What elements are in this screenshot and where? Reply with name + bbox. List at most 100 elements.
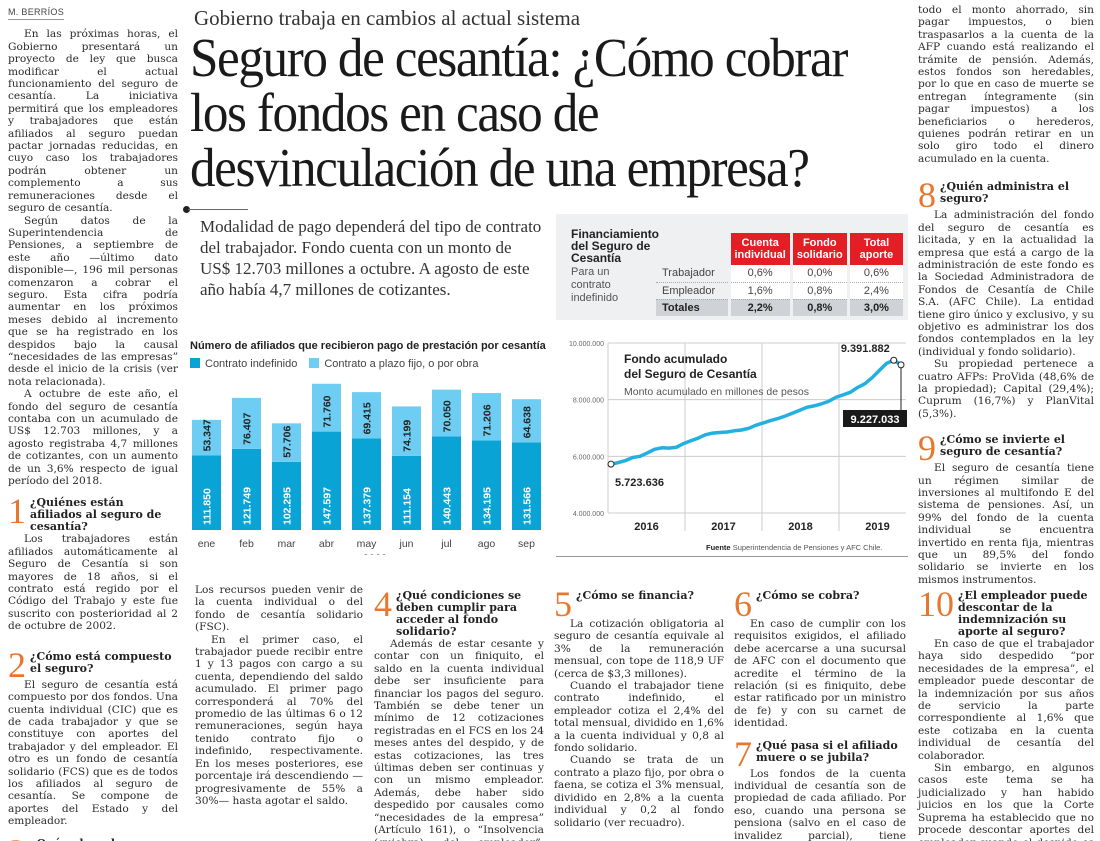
intro-paragraph: En las próximas horas, el Gobierno prese…: [8, 28, 178, 215]
x-tick-label: 2018: [788, 521, 812, 533]
legend-label: Contrato indefinido: [205, 358, 298, 370]
x-tick-label: 2016: [634, 521, 658, 533]
question-title: ¿Cómo se financia?: [576, 589, 694, 602]
bar-segment-indefinido: [472, 440, 501, 530]
question-1: 1 ¿Quiénes están afiliados al seguro de c…: [8, 491, 178, 633]
data-point: [607, 460, 615, 468]
bar-segment-indefinido: [192, 455, 221, 530]
headline: Seguro de cesantía: ¿Cómo cobrar los fon…: [190, 27, 848, 198]
data-label: 70.050: [442, 400, 454, 432]
column-header: Cuenta individual: [727, 233, 792, 265]
data-label: 71.206: [482, 404, 494, 436]
question-title: ¿Quién administra el seguro?: [940, 180, 1070, 206]
question-number: 6: [734, 584, 752, 624]
line-chart-title-line1: Fondo acumulado: [624, 352, 727, 366]
column-2: Los recursos pueden venir de la cuenta i…: [195, 584, 363, 807]
question-7: 7 ¿Qué pasa si el afiliado muere o se jub…: [734, 733, 906, 841]
data-label: 76.407: [242, 413, 254, 445]
answer-paragraph: En caso de que el trabajador haya sido d…: [918, 638, 1094, 762]
question-number: 9: [918, 428, 936, 469]
answer-paragraph: El seguro de cesantía está compuesto por…: [8, 678, 178, 828]
legend-swatch: [309, 358, 320, 368]
data-label: 121.749: [242, 487, 254, 525]
x-tick-label: jul: [440, 538, 452, 550]
row-label: Trabajador: [656, 265, 729, 283]
x-tick-label: may: [357, 538, 378, 550]
bar-segment-indefinido: [392, 455, 421, 530]
data-label: 111.850: [202, 488, 214, 525]
financing-table-subtitle: Para un contrato indefinido: [571, 266, 619, 304]
x-tick-label: jun: [398, 538, 413, 550]
x-tick-label: mar: [277, 538, 296, 550]
deck: Modalidad de pago dependerá del tipo de …: [200, 217, 542, 299]
question-6: 6 ¿Cómo se cobra? En caso de cumplir con …: [734, 584, 906, 730]
column-right: todo el monto ahorrado, sin pagar impues…: [918, 4, 1094, 586]
question-3: 3¿Qué cubre el seguro de cesantía? El se…: [8, 834, 178, 841]
annotation-end-box: [843, 410, 907, 427]
line-chart-title-line2: del Seguro de Cesantía: [624, 367, 757, 381]
table-cell: 2,2%: [727, 299, 792, 316]
series-line: [610, 358, 902, 466]
bar-segment-indefinido: [272, 461, 301, 530]
table-cell: 0,8%: [789, 282, 849, 300]
question-4: 4 ¿Qué condiciones se deben cumplir para …: [374, 586, 544, 841]
question-5: 5 ¿Cómo se financia? La cotización obliga…: [554, 586, 724, 829]
question-number: 7: [734, 733, 752, 774]
answer-paragraph: La administración del fondo del seguro d…: [918, 209, 1094, 358]
bar-segment-plazo-fijo: [432, 389, 461, 437]
question-number: 2: [8, 644, 26, 685]
table-cell: 0,6%: [727, 265, 792, 283]
legend-item: Contrato a plazo fijo, o por obra: [309, 358, 478, 370]
x-tick-label: 2017: [711, 521, 735, 533]
financing-table-title: Financiamiento del Seguro de Cesantía: [571, 227, 660, 265]
bar-segment-plazo-fijo: [352, 392, 381, 439]
answer-paragraph: Los trabajadores están afiliados automát…: [8, 533, 178, 633]
financing-table: Cuenta individual Fondo solidario Total …: [656, 233, 904, 316]
legend-label: Contrato a plazo fijo, o por obra: [324, 358, 479, 370]
column-3: 4 ¿Qué condiciones se deben cumplir para …: [374, 586, 544, 841]
bar-segment-indefinido: [312, 431, 341, 530]
answer-paragraph: Su propiedad pertenece a cuatro AFPs: Pr…: [918, 358, 1094, 420]
table-row-totals: Totales 2,2% 0,8% 3,0%: [656, 299, 904, 316]
answer-paragraph: En caso de cumplir con los requisitos ex…: [734, 618, 906, 730]
data-label: 102.295: [282, 487, 294, 525]
data-label: 147.597: [322, 487, 334, 525]
table-cell: 3,0%: [846, 299, 904, 316]
y-tick-label: 10.000.000: [569, 341, 604, 348]
intro-paragraph: A octubre de este año, el fondo del segu…: [8, 388, 178, 488]
source-label: Fuente: [706, 543, 731, 552]
bar-segment-plazo-fijo: [232, 397, 261, 449]
question-8: 8 ¿Quién administra el seguro? La adminis…: [918, 177, 1094, 420]
column-4: 5 ¿Cómo se financia? La cotización obliga…: [554, 586, 724, 829]
x-tick-label: abr: [319, 538, 335, 550]
answer-paragraph: Cuando el trabajador tiene contrato inde…: [554, 680, 724, 755]
intro-paragraph: Según datos de la Superintendencia de Pe…: [8, 214, 178, 388]
data-label: 53.347: [202, 419, 214, 451]
data-point: [890, 356, 898, 364]
column-left: M. BERRÍOS En las próximas horas, el Gob…: [8, 6, 178, 841]
answer-paragraph: Sin embargo, en algunos casos este tema …: [918, 762, 1094, 841]
question-title: ¿Cómo se cobra?: [756, 589, 860, 602]
data-label: 111.154: [402, 488, 414, 525]
answer-paragraph: La cotización obligatoria al seguro de c…: [554, 618, 724, 680]
bar-segment-plazo-fijo: [272, 423, 301, 462]
question-number: 3: [8, 834, 26, 841]
question-title: ¿Qué condiciones se deben cumplir para a…: [396, 589, 522, 638]
divider: [188, 209, 248, 210]
bar-segment-plazo-fijo: [512, 399, 541, 443]
data-point: [897, 361, 905, 369]
annotation-peak: 9.391.882: [841, 343, 890, 355]
deck-bullet: [183, 206, 190, 213]
y-tick-label: 6.000.000: [573, 454, 604, 461]
x-axis-label: 2019: [363, 553, 387, 555]
column-header: Fondo solidario: [789, 233, 849, 265]
question-title: ¿Qué cubre el seguro de cesantía?: [30, 837, 178, 841]
answer-paragraph: En el primer caso, el trabajador puede r…: [195, 633, 363, 807]
question-number: 1: [8, 491, 26, 532]
table-row: Empleador 1,6% 0,8% 2,4%: [656, 282, 904, 300]
data-label: 134.195: [482, 487, 494, 525]
bar-segment-indefinido: [432, 436, 461, 530]
table-cell: 1,6%: [727, 282, 792, 300]
table-cell: 0,8%: [789, 299, 849, 316]
data-label: 74.199: [402, 420, 414, 452]
